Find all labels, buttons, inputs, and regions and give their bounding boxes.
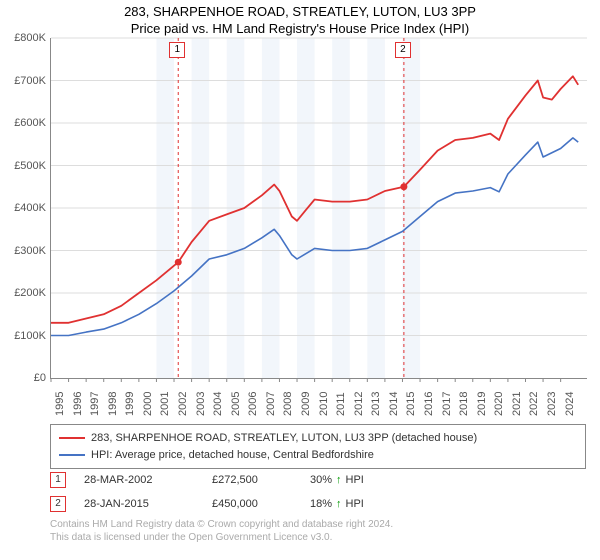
y-tick-label: £0: [0, 372, 46, 384]
x-tick-label: 2003: [195, 392, 207, 416]
x-tick-label: 2010: [318, 392, 330, 416]
y-tick-label: £200K: [0, 287, 46, 299]
sale-marker-box: 1: [50, 472, 66, 488]
x-tick-label: 2023: [546, 392, 558, 416]
x-tick-label: 2008: [282, 392, 294, 416]
x-tick-label: 2009: [300, 392, 312, 416]
legend-item: 283, SHARPENHOE ROAD, STREATLEY, LUTON, …: [59, 430, 577, 447]
x-tick-label: 2012: [353, 392, 365, 416]
x-tick-label: 1996: [72, 392, 84, 416]
sale-price: £272,500: [212, 474, 292, 486]
y-tick-label: £400K: [0, 202, 46, 214]
vertical-marker-box: 2: [395, 42, 411, 58]
sale-date: 28-MAR-2002: [84, 474, 194, 486]
title-line1: 283, SHARPENHOE ROAD, STREATLEY, LUTON, …: [0, 4, 600, 21]
x-tick-label: 1999: [124, 392, 136, 416]
sales-table: 1 28-MAR-2002 £272,500 30%↑HPI 2 28-JAN-2015 £…: [50, 468, 586, 520]
sale-pct: 18%↑HPI: [310, 498, 400, 510]
x-tick-label: 1997: [89, 392, 101, 416]
plot-area: [50, 38, 587, 379]
y-tick-label: £600K: [0, 117, 46, 129]
sale-row: 1 28-MAR-2002 £272,500 30%↑HPI: [50, 472, 586, 488]
x-tick-label: 2013: [370, 392, 382, 416]
titles: 283, SHARPENHOE ROAD, STREATLEY, LUTON, …: [0, 0, 600, 38]
x-tick-label: 2018: [458, 392, 470, 416]
plot-svg: [51, 38, 587, 378]
vertical-marker-box: 1: [169, 42, 185, 58]
legend-label: 283, SHARPENHOE ROAD, STREATLEY, LUTON, …: [91, 430, 477, 447]
footer-line2: This data is licensed under the Open Gov…: [50, 531, 586, 544]
y-tick-label: £700K: [0, 75, 46, 87]
y-tick-label: £300K: [0, 245, 46, 257]
legend-label: HPI: Average price, detached house, Cent…: [91, 447, 374, 464]
x-tick-label: 1998: [107, 392, 119, 416]
legend: 283, SHARPENHOE ROAD, STREATLEY, LUTON, …: [50, 424, 586, 469]
x-tick-label: 2004: [212, 392, 224, 416]
x-tick-label: 2019: [476, 392, 488, 416]
x-tick-label: 2000: [142, 392, 154, 416]
sale-price: £450,000: [212, 498, 292, 510]
x-tick-label: 2014: [388, 392, 400, 416]
x-tick-label: 2006: [247, 392, 259, 416]
legend-swatch: [59, 437, 85, 439]
arrow-up-icon: ↑: [336, 498, 342, 510]
y-tick-label: £500K: [0, 160, 46, 172]
x-tick-label: 2005: [230, 392, 242, 416]
x-tick-label: 2020: [493, 392, 505, 416]
title-line2: Price paid vs. HM Land Registry's House …: [0, 21, 600, 38]
x-tick-label: 2002: [177, 392, 189, 416]
footer: Contains HM Land Registry data © Crown c…: [50, 518, 586, 544]
chart-container: 283, SHARPENHOE ROAD, STREATLEY, LUTON, …: [0, 0, 600, 560]
sale-pct: 30%↑HPI: [310, 474, 400, 486]
x-tick-label: 2011: [335, 392, 347, 416]
chart-zone: £0£100K£200K£300K£400K£500K£600K£700K£80…: [0, 38, 600, 420]
sale-marker-box: 2: [50, 496, 66, 512]
x-tick-label: 2015: [405, 392, 417, 416]
sale-row: 2 28-JAN-2015 £450,000 18%↑HPI: [50, 496, 586, 512]
arrow-up-icon: ↑: [336, 474, 342, 486]
y-tick-label: £800K: [0, 32, 46, 44]
y-tick-label: £100K: [0, 330, 46, 342]
x-tick-label: 2021: [511, 392, 523, 416]
x-tick-label: 1995: [54, 392, 66, 416]
x-tick-label: 2022: [528, 392, 540, 416]
legend-item: HPI: Average price, detached house, Cent…: [59, 447, 577, 464]
x-tick-label: 2016: [423, 392, 435, 416]
sale-date: 28-JAN-2015: [84, 498, 194, 510]
x-tick-label: 2001: [159, 392, 171, 416]
x-tick-label: 2007: [265, 392, 277, 416]
footer-line1: Contains HM Land Registry data © Crown c…: [50, 518, 586, 531]
x-tick-label: 2024: [564, 392, 576, 416]
x-tick-label: 2017: [441, 392, 453, 416]
legend-swatch: [59, 454, 85, 456]
